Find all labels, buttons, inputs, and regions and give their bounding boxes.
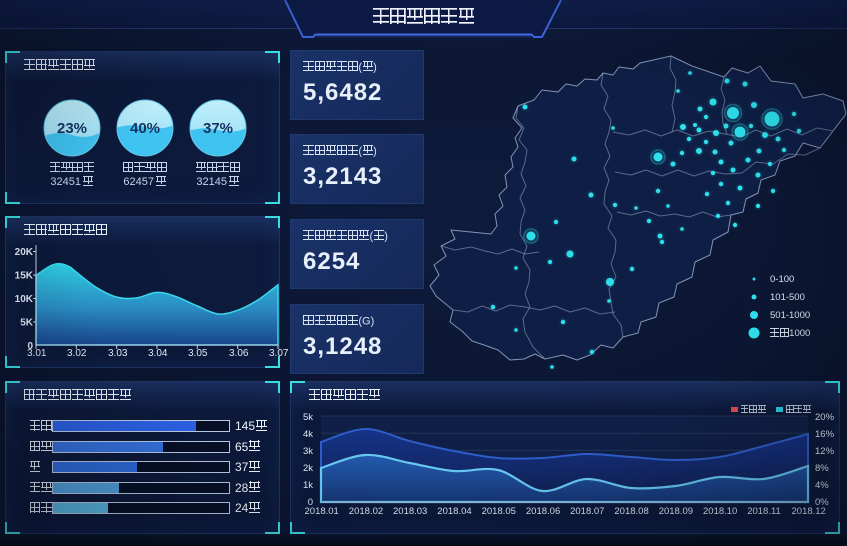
svg-text:15K: 15K (15, 271, 34, 282)
svg-text:5K: 5K (20, 318, 34, 329)
svg-text:4k: 4k (303, 429, 313, 440)
svg-text:0%: 0% (815, 497, 829, 508)
svg-text:10K: 10K (15, 294, 34, 305)
svg-text:1k: 1k (303, 480, 313, 491)
svg-text:0-100: 0-100 (770, 274, 794, 285)
svg-text:37%: 37% (203, 120, 233, 137)
svg-text:501-1000: 501-1000 (770, 310, 810, 321)
svg-text:40%: 40% (130, 120, 160, 137)
svg-text:3k: 3k (303, 446, 313, 457)
svg-text:4%: 4% (815, 480, 829, 491)
svg-text:0: 0 (27, 341, 33, 352)
svg-text:101-500: 101-500 (770, 292, 805, 303)
svg-text:5k: 5k (303, 412, 313, 423)
svg-text:23%: 23% (57, 120, 87, 137)
svg-text:12%: 12% (815, 446, 835, 457)
svg-text:16%: 16% (815, 429, 835, 440)
svg-text:2k: 2k (303, 463, 313, 474)
svg-text:8%: 8% (815, 463, 829, 474)
svg-text:0: 0 (308, 497, 313, 508)
svg-text:20K: 20K (15, 247, 34, 258)
svg-text:20%: 20% (815, 412, 835, 423)
